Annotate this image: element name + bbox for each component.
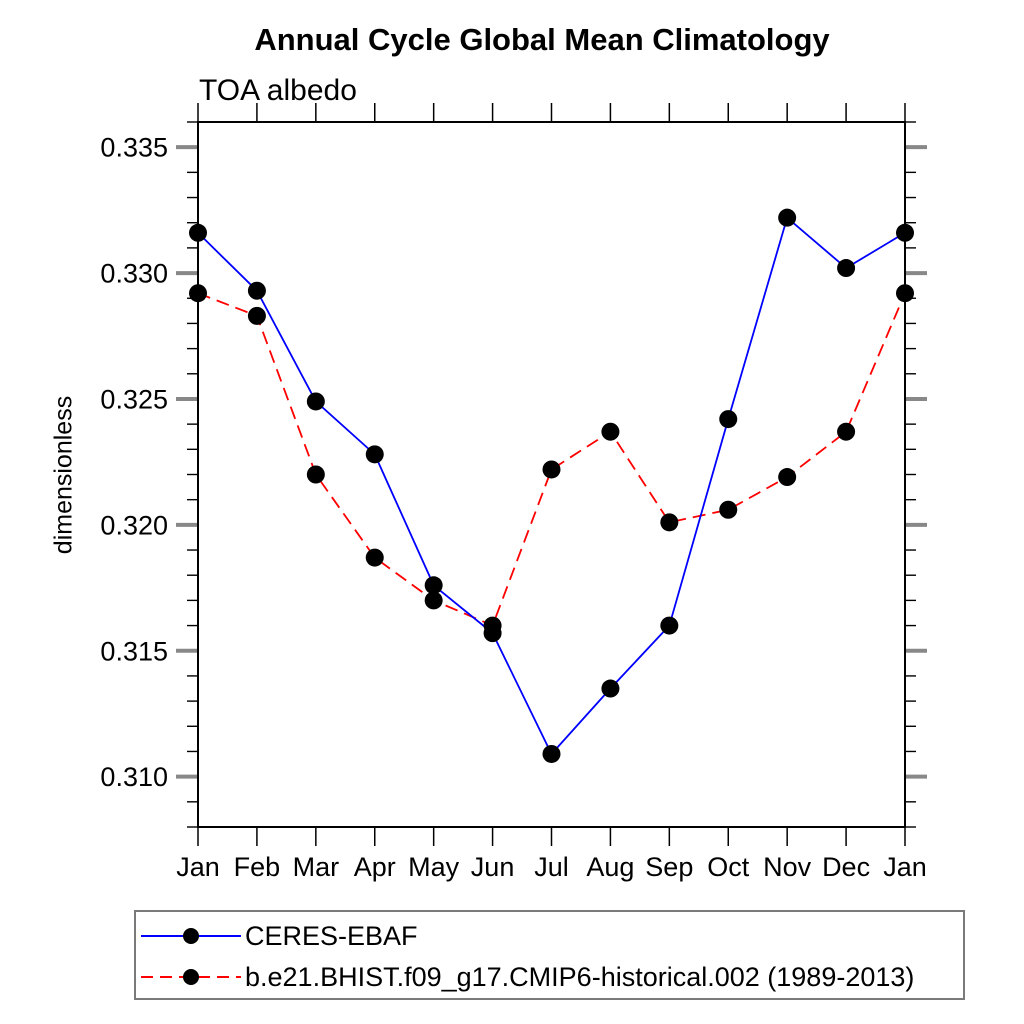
x-tick-label: Nov <box>763 852 812 882</box>
legend-label-model: b.e21.BHIST.f09_g17.CMIP6-historical.002… <box>245 961 915 992</box>
x-tick-label: Jun <box>471 852 515 882</box>
x-tick-label: Dec <box>822 852 870 882</box>
x-tick-label: Oct <box>707 852 750 882</box>
x-tick-label: Mar <box>293 852 340 882</box>
data-point-marker <box>306 465 325 484</box>
plot-frame <box>197 121 906 828</box>
data-point-marker <box>424 591 443 610</box>
data-point-marker <box>778 468 797 487</box>
data-point-marker <box>189 284 207 303</box>
y-tick-label: 0.320 <box>100 510 168 540</box>
model-line <box>197 292 906 627</box>
y-tick-label: 0.315 <box>100 636 168 666</box>
legend-label-ceres: CERES-EBAF <box>245 920 418 951</box>
ceres-line-sample-icon <box>141 928 241 944</box>
x-tick-label: Jan <box>883 852 927 882</box>
data-point-marker <box>896 223 914 242</box>
x-tick-label: Aug <box>586 852 634 882</box>
data-point-marker <box>365 445 384 464</box>
data-point-marker <box>601 422 620 441</box>
model-line-sample-icon <box>141 969 241 985</box>
y-tick-label: 0.310 <box>100 762 168 792</box>
data-point-marker <box>365 548 384 567</box>
chart-title: Annual Cycle Global Mean Climatology <box>254 22 830 57</box>
legend-box: CERES-EBAF b.e21.BHIST.f09_g17.CMIP6-his… <box>134 910 965 1000</box>
data-point-marker <box>837 259 856 278</box>
y-tick-label: 0.325 <box>100 384 168 414</box>
x-tick-label: Feb <box>234 852 281 882</box>
data-point-marker <box>483 624 502 643</box>
data-point-marker <box>719 500 738 519</box>
data-point-marker <box>896 284 914 303</box>
y-tick-label: 0.335 <box>100 133 168 163</box>
data-point-marker <box>719 410 738 429</box>
x-tick-label: Jul <box>534 852 569 882</box>
data-point-marker <box>247 306 266 325</box>
data-point-marker <box>247 281 266 300</box>
legend-item-model: b.e21.BHIST.f09_g17.CMIP6-historical.002… <box>141 961 915 992</box>
x-tick-label: May <box>408 852 460 882</box>
data-point-marker <box>660 513 679 532</box>
x-tick-label: Sep <box>645 852 693 882</box>
ceres-line <box>197 216 906 756</box>
x-tick-label: Jan <box>176 852 220 882</box>
data-point-marker <box>837 422 856 441</box>
x-tick-label: Apr <box>354 852 396 882</box>
data-point-marker <box>542 460 561 479</box>
data-point-marker <box>542 744 561 763</box>
y-tick-label: 0.330 <box>100 259 168 289</box>
data-point-marker <box>778 208 797 227</box>
chart-subtitle: TOA albedo <box>199 74 357 107</box>
data-point-marker <box>601 679 620 698</box>
data-point-marker <box>660 616 679 635</box>
data-point-marker <box>306 392 325 411</box>
data-point-marker <box>424 576 443 595</box>
legend-item-ceres: CERES-EBAF <box>141 920 418 951</box>
data-point-marker <box>189 223 207 242</box>
